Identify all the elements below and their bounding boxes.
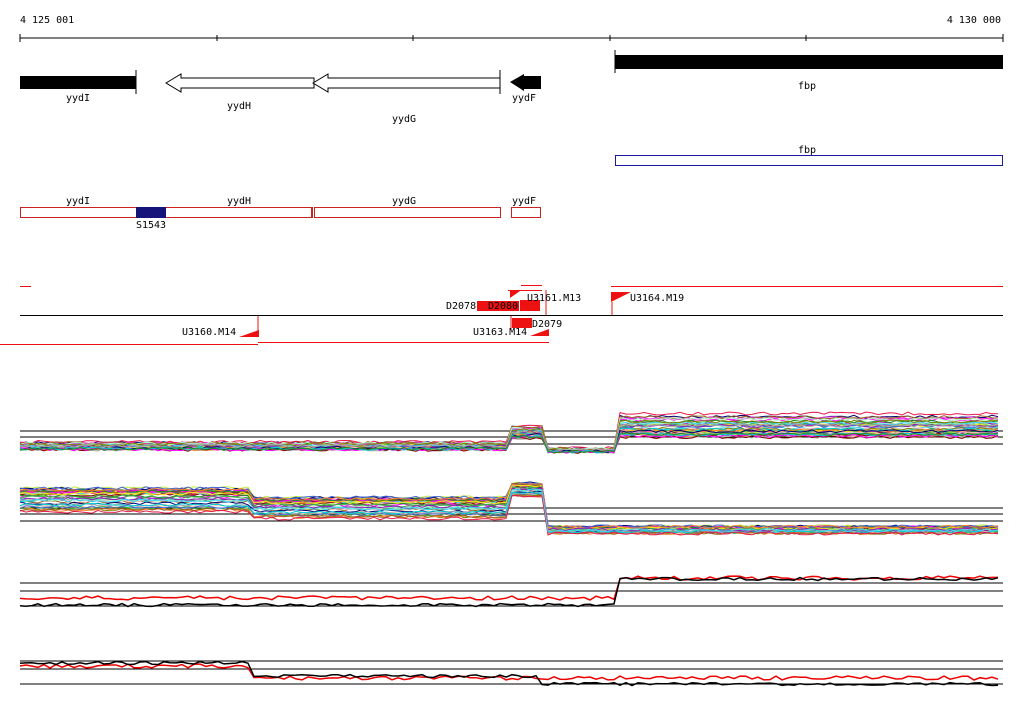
gene-yydI-label: yydI	[66, 93, 90, 104]
feature-S1543-box[interactable]	[136, 207, 166, 218]
expression-line	[19, 495, 999, 536]
gene-yydI-bar[interactable]	[20, 76, 136, 89]
gene-yydF-label: yydF	[512, 93, 536, 104]
gene-box-label-yydF: yydF	[512, 196, 536, 207]
expression-line	[19, 488, 999, 533]
transcript-U3163-flag[interactable]	[530, 329, 549, 336]
transcript-U3160-label: U3160.M14	[182, 327, 236, 338]
gene-box-track: yydI yydH yydG yydF S1543	[20, 196, 541, 231]
expression-line-black	[19, 660, 999, 687]
transcript-D2080-label: D2080	[488, 301, 518, 312]
operon-track: fbp	[615, 145, 1003, 166]
expression-line	[19, 484, 999, 531]
expression-line-black	[19, 576, 999, 608]
transcript-D2079-box[interactable]	[512, 318, 532, 328]
expression-line	[19, 491, 999, 534]
ruler-start-label: 4 125 001	[20, 15, 74, 26]
gene-box-label-yydI: yydI	[66, 196, 90, 207]
expression-line	[19, 423, 999, 452]
gene-yydG-arrow[interactable]	[312, 73, 501, 93]
expression-line	[19, 483, 999, 530]
expression-line	[19, 432, 999, 454]
gene-fbp-label: fbp	[798, 81, 816, 92]
expression-panel-2	[19, 481, 1003, 536]
expression-panel-4	[19, 660, 1003, 687]
expression-line	[19, 419, 999, 452]
ruler-end-label: 4 130 000	[947, 15, 1001, 26]
transcript-U3161-label: U3161.M13	[527, 293, 581, 304]
gene-yydH-arrow[interactable]	[165, 73, 315, 93]
expression-panel-3	[19, 575, 1003, 608]
gene-yydG-label: yydG	[392, 114, 416, 125]
gene-box-yydF[interactable]	[511, 207, 541, 218]
transcript-track: D2078 D2080 U3161.M13 D2079 U3164.M19 U3…	[0, 285, 1003, 345]
coordinate-ruler: 4 125 001 4 130 000	[19, 15, 1004, 42]
expression-line-red	[19, 575, 998, 601]
feature-S1543-label: S1543	[136, 220, 166, 231]
transcript-D2079-label: D2079	[532, 319, 562, 330]
gene-track: yydI yydH yydG yydF fbp	[20, 50, 1003, 125]
transcript-U3163-label: U3163.M14	[473, 327, 527, 338]
expression-line	[19, 483, 999, 529]
gene-fbp-bar[interactable]	[615, 55, 1003, 69]
transcript-D2078-box[interactable]	[477, 301, 497, 311]
transcript-D2080-box[interactable]	[497, 301, 519, 311]
transcript-U3161-box[interactable]	[520, 300, 540, 311]
operon-label: fbp	[798, 145, 816, 156]
transcript-U3164-label: U3164.M19	[630, 293, 684, 304]
transcript-D2078-label: D2078	[446, 301, 476, 312]
gene-yydH-label: yydH	[227, 101, 251, 112]
transcript-U3164-flag[interactable]	[611, 292, 631, 302]
transcript-flag[interactable]	[510, 291, 520, 298]
expression-panel-1	[19, 411, 1003, 454]
gene-yydF-arrow[interactable]	[510, 74, 541, 91]
gene-box-label-yydH: yydH	[227, 196, 251, 207]
expression-line	[19, 417, 999, 451]
operon-box[interactable]	[615, 155, 1003, 166]
gene-box-label-yydG: yydG	[392, 196, 416, 207]
gene-box-yydG[interactable]	[314, 207, 501, 218]
transcript-U3160-flag[interactable]	[239, 330, 259, 337]
expression-line-red	[19, 663, 999, 681]
